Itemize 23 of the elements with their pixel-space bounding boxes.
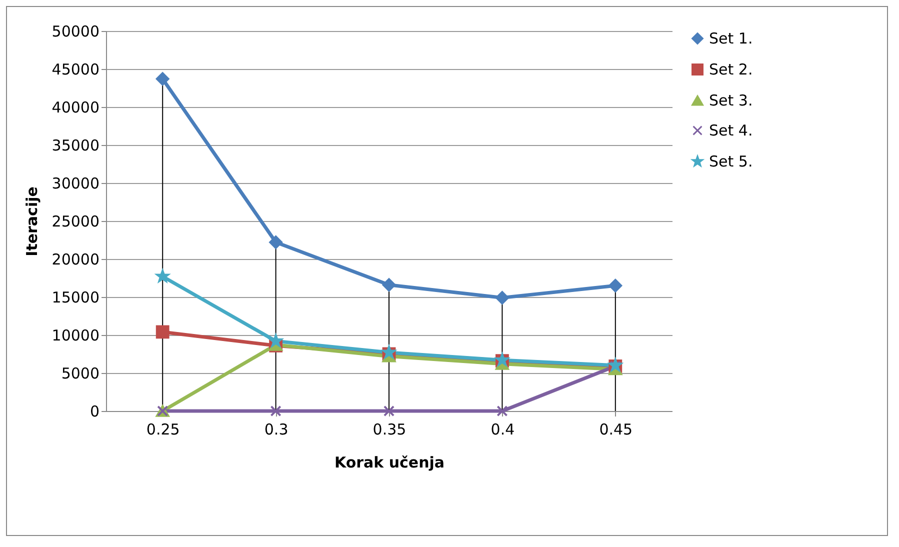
y-axis-title: Iteracije — [22, 186, 41, 256]
x-tick-label: 0.45 — [599, 420, 633, 438]
y-tick-label: 5000 — [61, 364, 100, 382]
y-tick-label: 50000 — [52, 22, 100, 40]
x-tick-label: 0.25 — [146, 420, 180, 438]
x-axis-title: Korak učenja — [334, 454, 445, 472]
legend-label: Set 5. — [709, 152, 753, 170]
x-tick-label: 0.3 — [264, 420, 288, 438]
y-tick-label: 30000 — [52, 174, 100, 192]
y-tick-label: 45000 — [52, 60, 100, 78]
legend-label: Set 1. — [709, 30, 753, 48]
legend-label: Set 3. — [709, 92, 753, 110]
y-tick-label: 20000 — [52, 250, 100, 268]
y-tick-label: 10000 — [52, 326, 100, 344]
x-tick-label: 0.35 — [372, 420, 406, 438]
y-tick-label: 15000 — [52, 288, 100, 306]
y-tick-label: 0 — [90, 402, 100, 420]
y-tick-label: 25000 — [52, 212, 100, 230]
legend-label: Set 4. — [709, 122, 753, 140]
legend-label: Set 2. — [709, 60, 753, 78]
y-tick-label: 35000 — [52, 136, 100, 154]
y-tick-label: 40000 — [52, 98, 100, 116]
x-tick-label: 0.4 — [490, 420, 515, 438]
